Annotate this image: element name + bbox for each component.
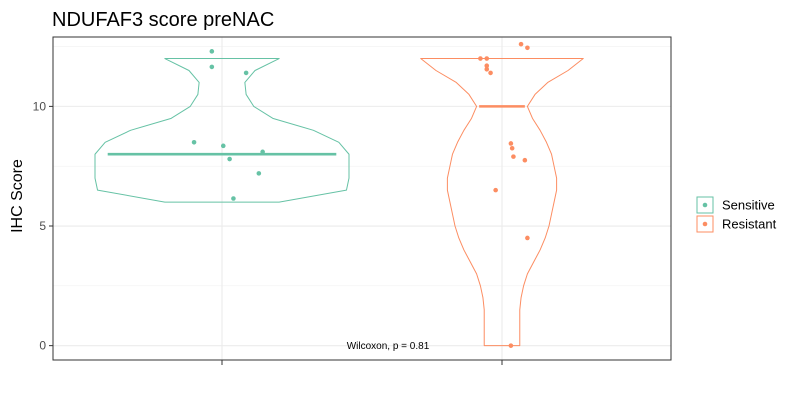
data-point-resistant xyxy=(493,187,498,193)
data-point-resistant xyxy=(508,343,514,348)
panel-border xyxy=(52,36,672,361)
data-point-sensitive xyxy=(231,196,236,201)
y-tick-label: 10 xyxy=(33,99,47,113)
data-point-resistant xyxy=(522,157,528,163)
legend-key-point xyxy=(702,221,708,227)
data-point-resistant xyxy=(484,67,490,72)
data-point-sensitive xyxy=(209,49,215,54)
legend-item-resistant: Resistant xyxy=(696,215,777,233)
data-point-sensitive xyxy=(209,64,215,70)
chart-title: NDUFAF3 score preNAC xyxy=(52,9,274,31)
legend-label-resistant: Resistant xyxy=(722,217,777,232)
wilcoxon-annotation: Wilcoxon, p = 0.81 xyxy=(347,341,430,352)
data-point-sensitive xyxy=(220,143,226,149)
y-tick-label: 5 xyxy=(39,219,46,233)
data-point-resistant xyxy=(484,56,490,61)
legend-item-sensitive: Sensitive xyxy=(696,196,775,214)
data-point-resistant xyxy=(525,45,530,51)
violin-sensitive xyxy=(94,58,350,203)
legend-key-point xyxy=(702,202,708,208)
panel-background xyxy=(53,37,671,360)
legend: Sensitive Resistant xyxy=(696,196,777,233)
data-point-resistant xyxy=(518,41,524,47)
data-point-sensitive xyxy=(191,139,197,145)
plot-area: Wilcoxon, p = 0.81 0 5 10 xyxy=(33,36,672,365)
legend-label-sensitive: Sensitive xyxy=(722,198,775,213)
y-axis-label: IHC Score xyxy=(9,159,26,233)
data-point-sensitive xyxy=(227,156,232,162)
data-point-sensitive xyxy=(243,70,249,76)
data-point-resistant xyxy=(511,154,516,159)
data-point-resistant xyxy=(478,56,483,61)
data-point-resistant xyxy=(509,145,515,151)
data-point-sensitive xyxy=(256,171,262,176)
data-point-sensitive xyxy=(260,149,265,155)
y-tick-label: 0 xyxy=(39,339,46,353)
data-point-resistant xyxy=(484,63,490,69)
data-point-resistant xyxy=(508,141,514,146)
data-point-resistant xyxy=(488,70,493,76)
data-point-resistant xyxy=(525,235,530,241)
violin-resistant xyxy=(420,58,584,347)
